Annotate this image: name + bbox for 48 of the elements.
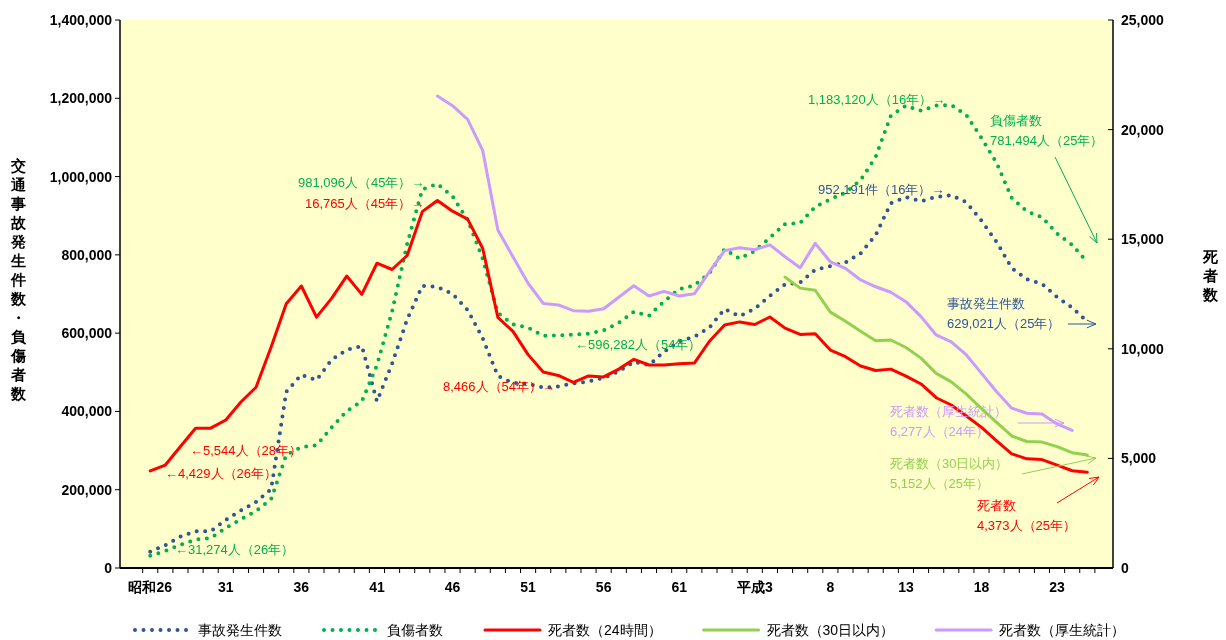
x-tick-label: 56: [595, 579, 612, 595]
y-tick-label: 800,000: [61, 246, 113, 263]
annotation: 死者数（30日以内） 5,152人（25年）: [890, 456, 1009, 491]
x-tick-label: 41: [369, 579, 385, 595]
annotation: 8,466人（54年）→: [443, 379, 555, 394]
annotation: ←31,274人（26年）: [175, 542, 295, 557]
annotation: ←4,429人（26年）: [165, 466, 277, 481]
text: 死者数: [1202, 248, 1218, 303]
x-tick-label: 18: [973, 579, 990, 595]
text: 4,373人（25年）: [977, 518, 1076, 533]
legend-label: 死者数（24時間）: [548, 622, 662, 638]
y-tick-label: 0: [104, 560, 113, 576]
y-tick-label: 200,000: [61, 481, 113, 498]
y2-tick-label: 25,000: [1121, 12, 1165, 28]
y-tick-label: 1,200,000: [49, 90, 113, 107]
x-tick-label: 23: [1049, 579, 1066, 595]
x-tick-label: 46: [444, 579, 461, 595]
annotation: ←5,544人（28年）: [190, 443, 302, 458]
annotation: 981,096人（45年）→: [298, 175, 425, 190]
annotation: 負傷者数 781,494人（25年）: [990, 113, 1104, 148]
x-tick-label: 36: [293, 579, 310, 595]
legend-label: 負傷者数: [387, 622, 443, 638]
y-tick-label: 400,000: [61, 403, 113, 420]
legend-label: 死者数（厚生統計）: [999, 622, 1126, 638]
annotation: ←596,282人（54年）: [575, 337, 702, 352]
legend-label: 事故発生件数: [198, 622, 282, 638]
y2-axis-title: 死者数: [977, 498, 1016, 513]
x-tick-label: 平成3: [735, 579, 773, 595]
legend-label: 死者数（30日以内）: [766, 622, 895, 638]
annotation: 事故発生件数 629,021人（25年）: [947, 296, 1061, 331]
x-tick-label: 61: [671, 579, 688, 595]
annotation: 16,765人（45年）→: [305, 196, 425, 211]
y2-tick-label: 15,000: [1121, 231, 1165, 248]
annotation: 952,191件（16年）→: [818, 182, 945, 197]
annotation: 1,183,120人（16年）→: [808, 92, 946, 107]
x-tick-label: 13: [898, 579, 914, 595]
y2-tick-label: 10,000: [1121, 340, 1165, 357]
y-tick-label: 1,400,000: [49, 12, 113, 28]
y-tick-label: 1,000,000: [49, 168, 113, 185]
x-tick-label: 昭和26: [128, 579, 173, 595]
y-tick-label: 600,000: [61, 325, 113, 342]
y2-tick-label: 20,000: [1121, 121, 1165, 138]
text: 交通事故発生件数・負傷者数: [10, 157, 26, 402]
x-tick-label: 8: [826, 579, 835, 595]
x-tick-label: 51: [520, 579, 537, 595]
x-tick-label: 31: [218, 579, 234, 595]
y2-tick-label: 5,000: [1121, 450, 1157, 467]
y2-tick-label: 0: [1121, 560, 1129, 576]
